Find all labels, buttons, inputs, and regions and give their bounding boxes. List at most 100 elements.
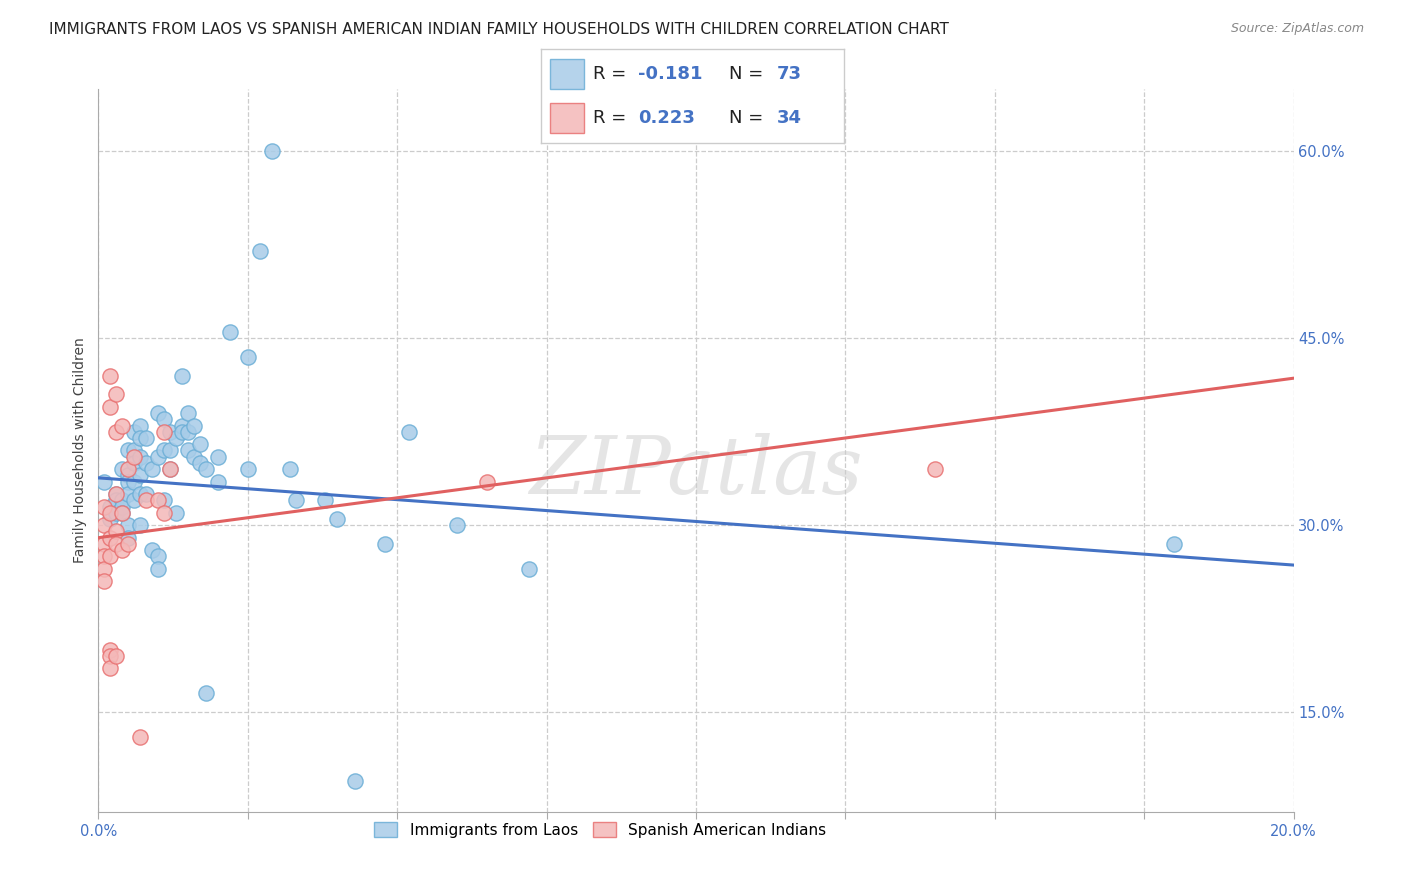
- Text: -0.181: -0.181: [638, 65, 703, 83]
- Point: [284, 493, 307, 508]
- Point: [117, 443, 139, 458]
- Point: [117, 487, 139, 501]
- Point: [517, 562, 540, 576]
- Point: [153, 443, 176, 458]
- Point: [172, 425, 194, 439]
- Point: [141, 462, 163, 476]
- Point: [105, 487, 128, 501]
- Point: [111, 500, 134, 514]
- Point: [111, 493, 134, 508]
- Point: [398, 425, 420, 439]
- Point: [105, 524, 128, 539]
- Point: [98, 648, 122, 663]
- Point: [98, 512, 122, 526]
- Point: [93, 562, 115, 576]
- Point: [135, 456, 157, 470]
- Point: [93, 500, 115, 514]
- Point: [195, 462, 218, 476]
- Point: [93, 574, 115, 589]
- Point: [129, 418, 152, 433]
- Point: [105, 506, 128, 520]
- Point: [124, 450, 146, 464]
- Point: [207, 450, 229, 464]
- Point: [260, 145, 283, 159]
- Point: [98, 661, 122, 675]
- Point: [117, 537, 139, 551]
- Text: N =: N =: [728, 65, 769, 83]
- Point: [111, 543, 134, 558]
- Point: [153, 506, 176, 520]
- Point: [129, 730, 152, 744]
- Point: [236, 350, 259, 364]
- Point: [315, 493, 337, 508]
- Point: [105, 425, 128, 439]
- Point: [188, 437, 211, 451]
- Point: [278, 462, 301, 476]
- Point: [129, 518, 152, 533]
- Point: [177, 443, 200, 458]
- Point: [374, 537, 396, 551]
- Point: [153, 493, 176, 508]
- Point: [111, 506, 134, 520]
- Point: [159, 462, 181, 476]
- Point: [165, 506, 187, 520]
- Point: [105, 537, 128, 551]
- Point: [195, 686, 218, 700]
- Point: [159, 462, 181, 476]
- Point: [172, 418, 194, 433]
- Point: [124, 456, 146, 470]
- Point: [153, 425, 176, 439]
- Point: [219, 325, 242, 339]
- Point: [177, 406, 200, 420]
- Point: [117, 518, 139, 533]
- Point: [129, 487, 152, 501]
- Point: [117, 462, 139, 476]
- Text: ZIPatlas: ZIPatlas: [529, 434, 863, 511]
- Text: N =: N =: [728, 110, 769, 128]
- Legend: Immigrants from Laos, Spanish American Indians: Immigrants from Laos, Spanish American I…: [368, 816, 832, 844]
- Point: [344, 773, 367, 788]
- Point: [159, 425, 181, 439]
- Point: [98, 368, 122, 383]
- Point: [129, 431, 152, 445]
- Point: [105, 387, 128, 401]
- Point: [98, 400, 122, 414]
- Point: [117, 468, 139, 483]
- Text: IMMIGRANTS FROM LAOS VS SPANISH AMERICAN INDIAN FAMILY HOUSEHOLDS WITH CHILDREN : IMMIGRANTS FROM LAOS VS SPANISH AMERICAN…: [49, 22, 949, 37]
- Point: [105, 648, 128, 663]
- Point: [105, 487, 128, 501]
- Point: [183, 450, 205, 464]
- Point: [117, 475, 139, 489]
- Point: [148, 406, 170, 420]
- Text: 73: 73: [778, 65, 801, 83]
- Point: [148, 493, 170, 508]
- Point: [177, 425, 200, 439]
- Point: [129, 450, 152, 464]
- Point: [236, 462, 259, 476]
- Text: R =: R =: [593, 65, 631, 83]
- Point: [1163, 537, 1185, 551]
- Text: 0.223: 0.223: [638, 110, 695, 128]
- Point: [148, 562, 170, 576]
- Point: [141, 543, 163, 558]
- Point: [111, 418, 134, 433]
- Point: [188, 456, 211, 470]
- Point: [135, 493, 157, 508]
- Text: 34: 34: [778, 110, 801, 128]
- Point: [148, 549, 170, 564]
- Point: [124, 425, 146, 439]
- Y-axis label: Family Households with Children: Family Households with Children: [73, 337, 87, 564]
- Point: [124, 475, 146, 489]
- Point: [111, 506, 134, 520]
- Point: [172, 368, 194, 383]
- Point: [98, 500, 122, 514]
- Point: [98, 531, 122, 545]
- Point: [207, 475, 229, 489]
- Point: [98, 506, 122, 520]
- Point: [446, 518, 468, 533]
- Point: [93, 475, 115, 489]
- Point: [98, 549, 122, 564]
- Point: [326, 512, 349, 526]
- Point: [93, 537, 115, 551]
- FancyBboxPatch shape: [550, 103, 583, 134]
